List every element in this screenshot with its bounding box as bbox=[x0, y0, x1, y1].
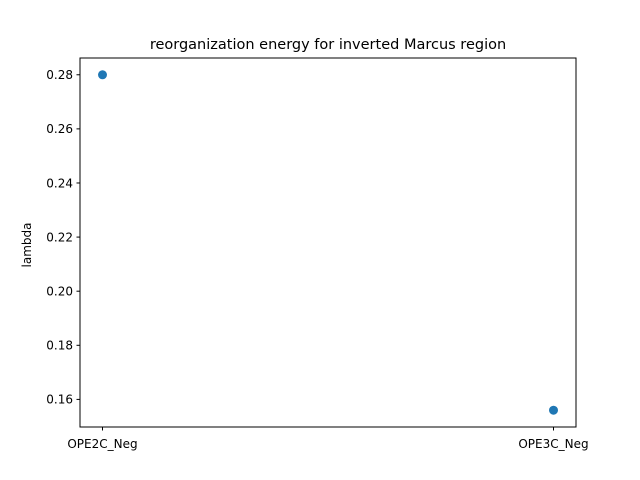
y-tick-label: 0.24 bbox=[46, 176, 73, 190]
x-tick-label: OPE3C_Neg bbox=[518, 437, 588, 451]
y-tick-label: 0.16 bbox=[46, 393, 73, 407]
x-axis: OPE2C_Neg OPE3C_Neg bbox=[67, 427, 589, 451]
data-points bbox=[98, 70, 558, 415]
y-tick-label: 0.20 bbox=[46, 284, 73, 298]
y-axis-label: lambda bbox=[20, 223, 34, 268]
data-point-ope2c-neg bbox=[98, 70, 107, 80]
plot-frame bbox=[79, 57, 577, 428]
y-axis: 0.16 0.18 0.20 0.22 0.24 0.26 0.28 bbox=[46, 68, 80, 407]
y-tick-label: 0.28 bbox=[46, 68, 73, 82]
data-point-ope3c-neg bbox=[549, 405, 558, 415]
y-tick-label: 0.22 bbox=[46, 230, 73, 244]
chart-title: reorganization energy for inverted Marcu… bbox=[150, 37, 506, 53]
x-tick-label: OPE2C_Neg bbox=[67, 437, 137, 451]
y-tick-label: 0.18 bbox=[46, 339, 73, 353]
y-tick-label: 0.26 bbox=[46, 122, 73, 136]
